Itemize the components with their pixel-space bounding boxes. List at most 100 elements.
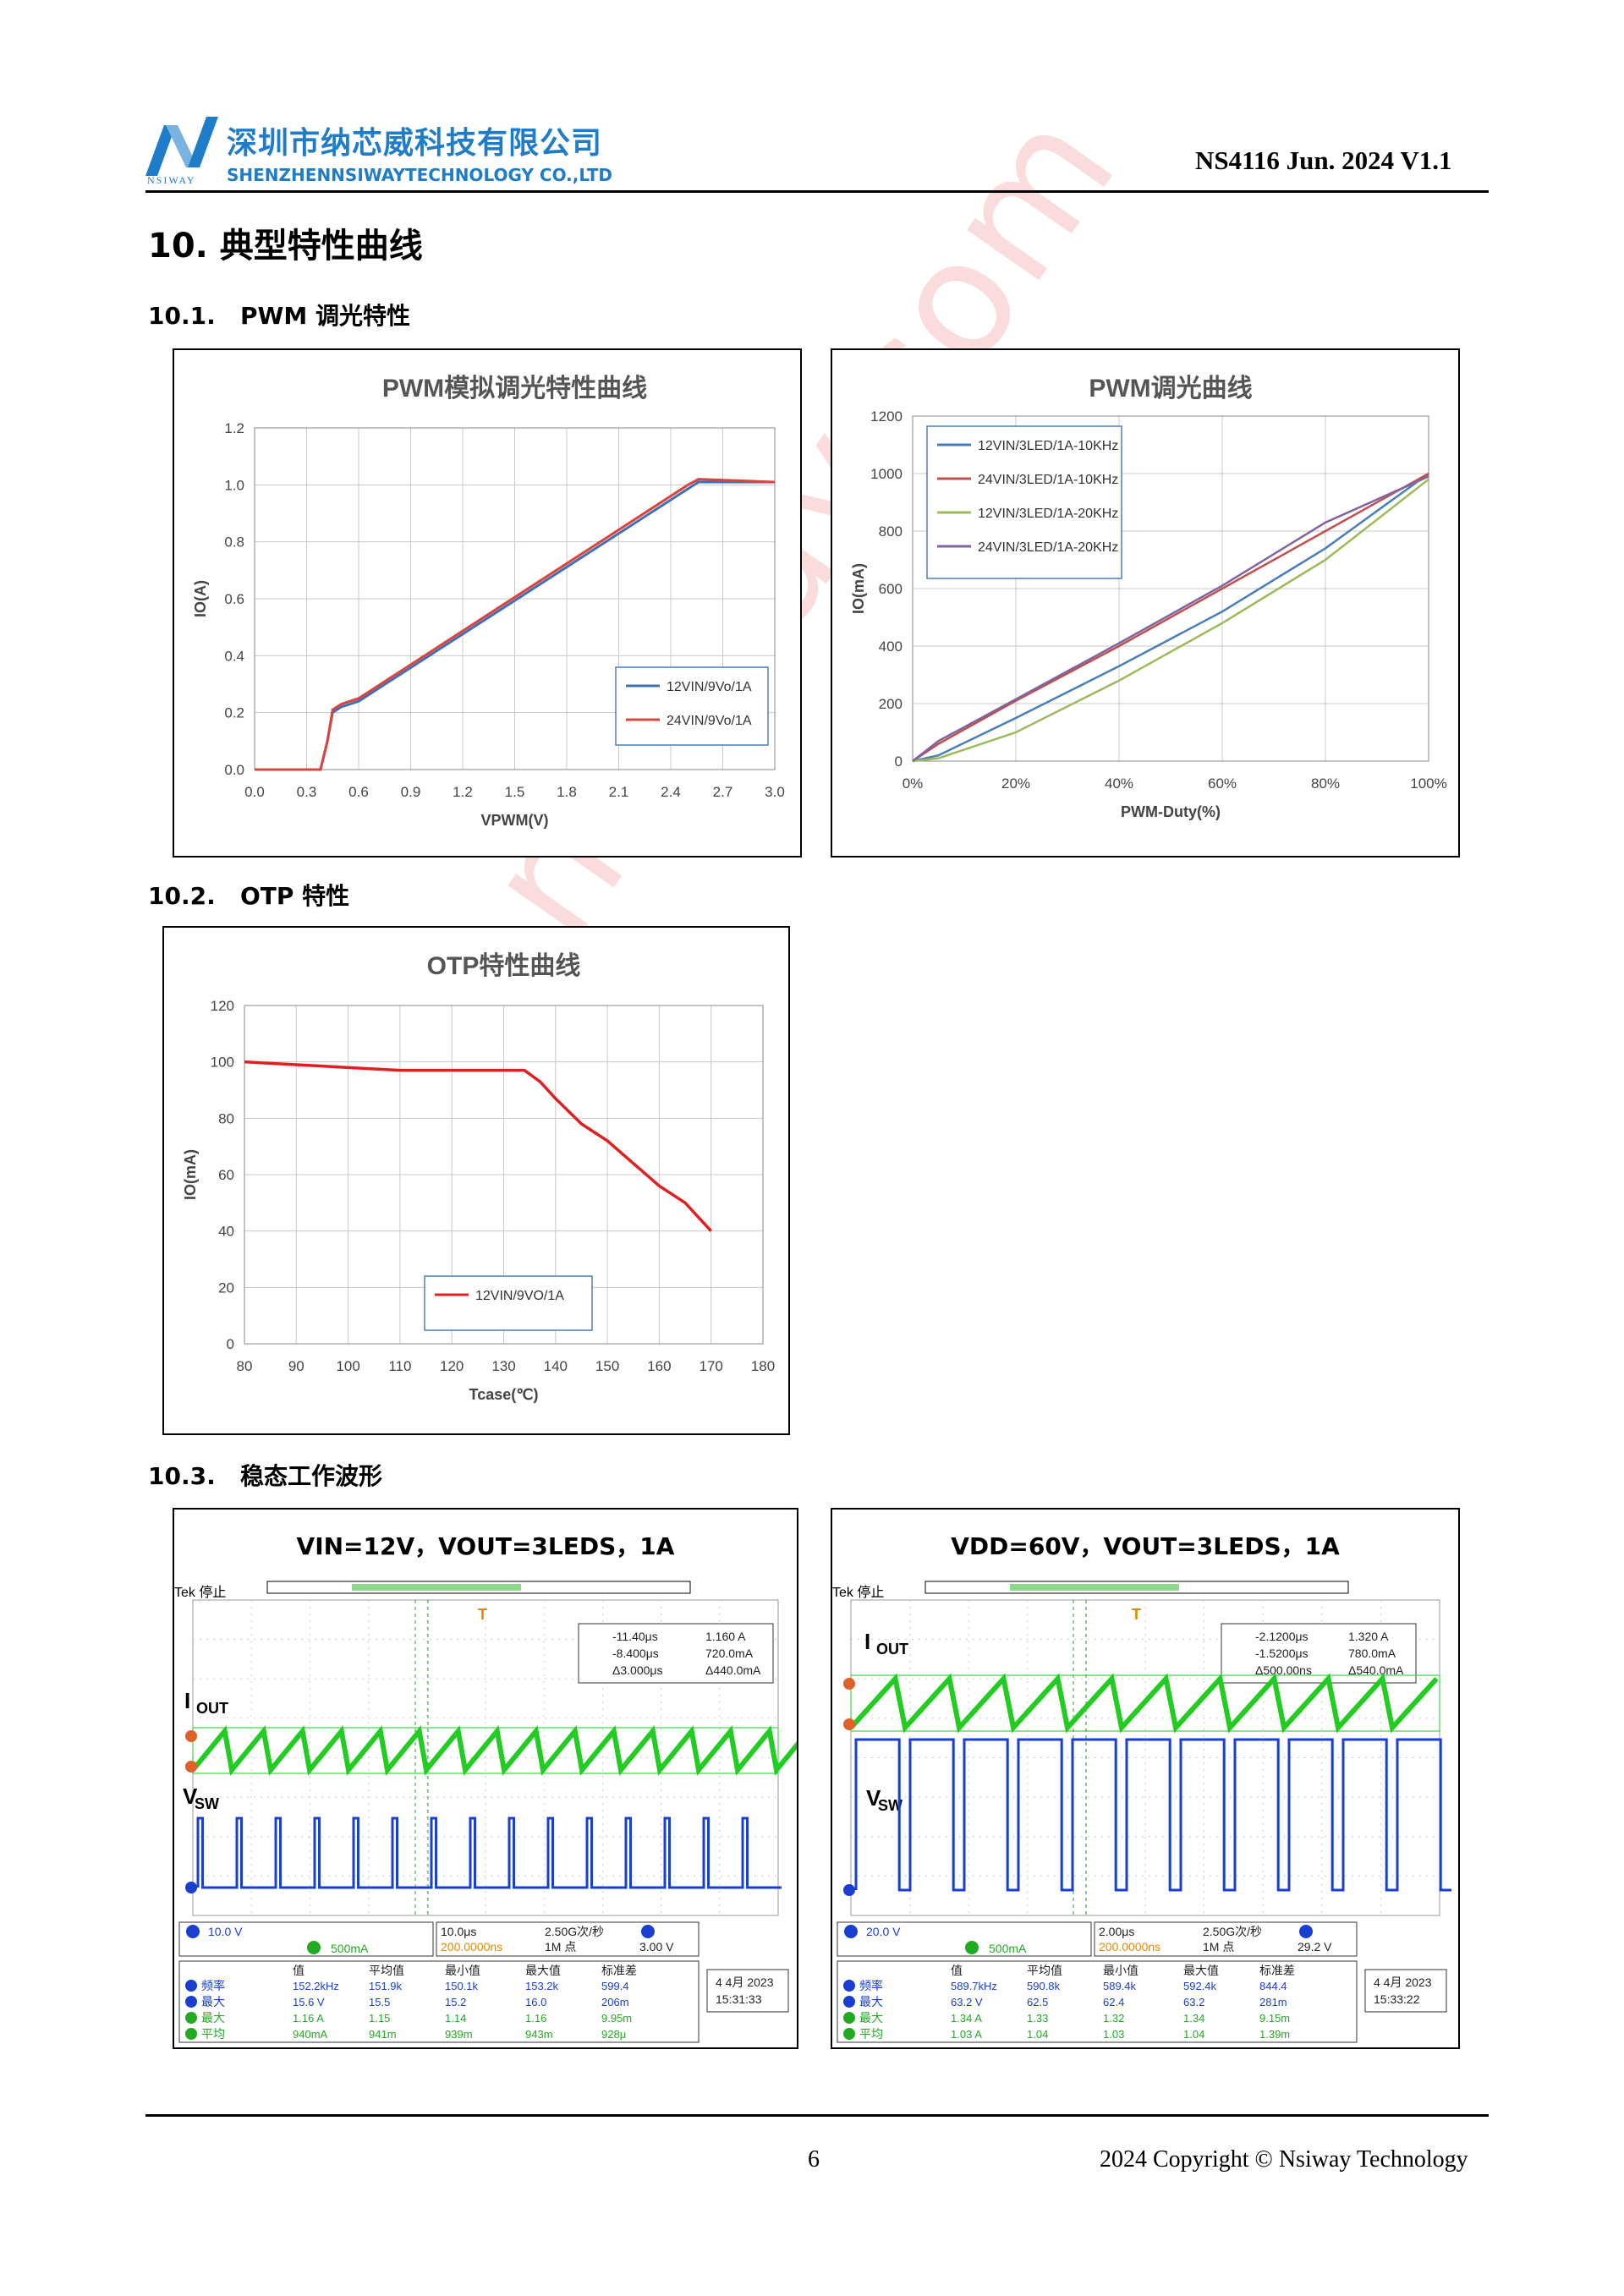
label-vsw-sub: SW — [195, 1795, 219, 1812]
stats-header: 值 — [293, 1964, 304, 1977]
trig-level: 29.2 V — [1298, 1940, 1332, 1954]
x-tick-label: 180 — [751, 1358, 775, 1374]
timebase: 2.00μs — [1099, 1925, 1134, 1938]
ch4-scale: 500mA — [989, 1942, 1027, 1955]
datetime-box — [706, 1969, 789, 2013]
sample-rate: 2.50G次/秒 — [545, 1925, 604, 1938]
trig-pos: 200.0000ns — [1099, 1940, 1160, 1954]
legend-label: 12VIN/9Vo/1A — [667, 680, 752, 694]
x-tick-label: 1.5 — [505, 784, 525, 800]
x-tick-label: 0.9 — [401, 784, 421, 800]
y-tick-label: 0.8 — [224, 534, 244, 551]
stats-value: 599.4 — [601, 1980, 629, 1992]
y-tick-label: 60 — [218, 1167, 234, 1183]
x-tick-label: 3.0 — [765, 784, 785, 800]
stats-value: 1.04 — [1027, 2028, 1048, 2041]
stats-value: 16.0 — [525, 1996, 546, 2008]
series-line-2 — [912, 472, 1429, 763]
timebase-box — [1094, 1921, 1358, 1957]
y-axis-label: IO(mA) — [182, 1149, 199, 1200]
record-window — [352, 1584, 521, 1591]
stats-value: 281m — [1259, 1996, 1287, 2008]
marker-b — [185, 1761, 197, 1773]
ch-scale-box — [178, 1921, 434, 1957]
current-band — [192, 1727, 779, 1774]
stats-name: 最大 — [859, 1995, 883, 2008]
stats-value: 206m — [601, 1996, 629, 2008]
chart-title: PWM调光曲线 — [1089, 375, 1252, 403]
marker-b — [843, 1718, 855, 1730]
y-tick-label: 0.4 — [224, 648, 244, 664]
subsection-waveform: 10.3. 稳态工作波形 — [148, 1462, 382, 1490]
stats-table — [178, 1960, 700, 2043]
x-tick-label: 140 — [544, 1358, 568, 1374]
chart-pwm-analog: PWM模拟调光特性曲线 0.0 0.2 0.4 0.6 0.8 1.0 1.2 0.0 0.3 0.… — [192, 375, 785, 829]
stats-ch-badge — [843, 1980, 855, 1992]
stats-value: 1.32 — [1103, 2012, 1124, 2025]
subsection-pwm: 10.1. PWM 调光特性 — [148, 302, 410, 330]
stats-value: 1.03 A — [951, 2028, 982, 2041]
legend-box — [926, 425, 1122, 579]
y-tick-label: 1200 — [870, 408, 903, 425]
stats-ch-badge — [843, 2012, 855, 2024]
stats-name: 平均 — [201, 2027, 225, 2041]
y-tick-label: 0 — [895, 753, 903, 770]
stats-header: 值 — [951, 1964, 963, 1977]
x-axis-label: PWM-Duty(%) — [1121, 803, 1221, 820]
stats-value: 1.03 — [1103, 2028, 1124, 2041]
cursor-readout — [1221, 1623, 1417, 1684]
cursor-time: -2.1200μs — [1255, 1630, 1309, 1643]
ch-scale-box — [837, 1921, 1092, 1957]
x-tick-label: 40% — [1105, 775, 1133, 792]
y-tick-label: 100 — [211, 1055, 234, 1071]
x-tick-label: 80 — [237, 1358, 253, 1374]
y-axis-label: IO(A) — [192, 580, 209, 617]
stats-value: 1.16 — [525, 2012, 546, 2025]
stats-value: 15.5 — [369, 1996, 390, 2008]
x-tick-label: 170 — [700, 1358, 723, 1374]
stats-value: 153.2k — [525, 1980, 559, 1992]
stats-header: 标准差 — [1259, 1964, 1295, 1977]
cursor-value: 780.0mA — [1348, 1647, 1396, 1660]
ch1-badge — [844, 1925, 858, 1938]
stats-value: 15.2 — [445, 1996, 466, 2008]
timebase: 10.0μs — [441, 1925, 476, 1938]
stats-name: 最大 — [201, 1995, 225, 2008]
stats-ch-badge — [185, 1980, 197, 1992]
stats-value: 63.2 V — [951, 1996, 983, 2008]
iout-waveform — [848, 1673, 1439, 1734]
subsection-otp: 10.2. OTP 特性 — [148, 882, 350, 910]
stats-name: 频率 — [859, 1979, 883, 1992]
marker-ch1 — [185, 1882, 197, 1893]
stats-value: 1.14 — [445, 2012, 466, 2025]
stats-header: 标准差 — [601, 1964, 637, 1977]
y-axis-label: IO(mA) — [850, 563, 867, 614]
y-tick-label: 0.0 — [224, 762, 244, 778]
y-tick-label: 1.0 — [224, 477, 244, 493]
x-tick-label: 120 — [440, 1358, 464, 1374]
y-tick-label: 20 — [218, 1280, 234, 1296]
marker-a — [843, 1678, 855, 1690]
current-band — [850, 1674, 1440, 1732]
x-tick-label: 60% — [1208, 775, 1237, 792]
cursor-time: -1.5200μs — [1255, 1647, 1309, 1660]
cursor-value: 1.160 A — [705, 1630, 746, 1643]
stats-header: 最大值 — [525, 1964, 561, 1977]
stats-value: 1.04 — [1183, 2028, 1204, 2041]
plot-area — [244, 1005, 764, 1345]
company-name-cn: 深圳市纳芯威科技有限公司 — [227, 126, 603, 161]
scope-60v-panel: VDD=60V，VOUT=3LEDS，1A Tek 停止 T -2.1200μs -1… — [831, 1508, 1460, 2049]
stats-ch-badge — [843, 2028, 855, 2040]
stats-ch-badge — [185, 2028, 197, 2040]
stats-value: 941m — [369, 2028, 397, 2041]
y-tick-label: 0.2 — [224, 705, 244, 721]
x-tick-label: 20% — [1001, 775, 1030, 792]
stats-value: 151.9k — [369, 1980, 403, 1992]
stats-name: 最大 — [859, 2011, 883, 2025]
stats-value: 1.39m — [1259, 2028, 1290, 2041]
series-line-4 — [912, 475, 1429, 762]
company-logo: NSIWAY — [145, 117, 222, 186]
legend-label: 24VIN/3LED/1A-20KHz — [978, 540, 1118, 555]
cursor-time: Δ3.000μs — [612, 1663, 662, 1677]
page-number: 6 — [808, 2146, 820, 2173]
